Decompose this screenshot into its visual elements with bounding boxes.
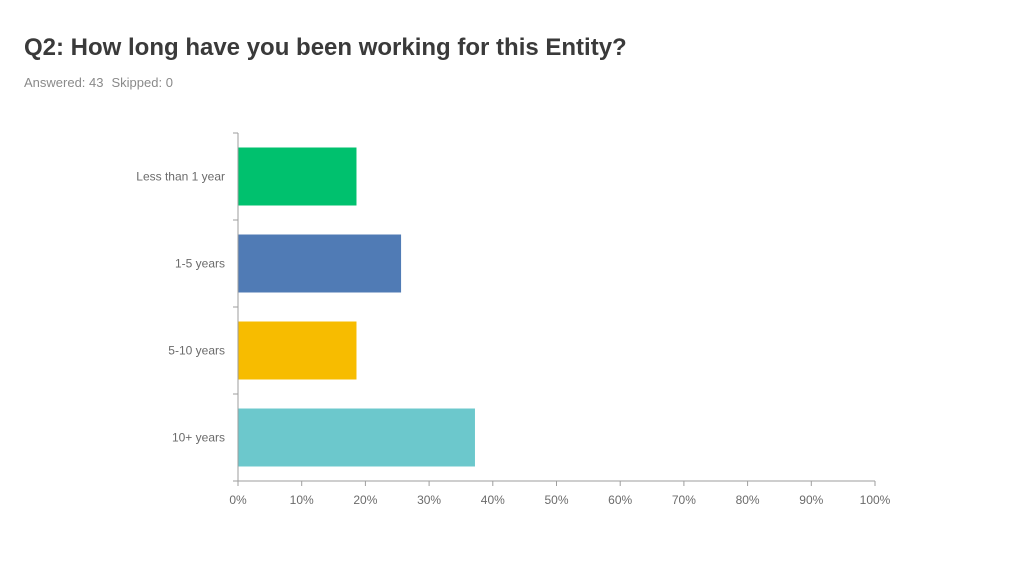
x-tick-label: 60% [608,493,632,507]
bar-2 [238,234,402,293]
answered-count: Answered: 43 [24,75,104,90]
category-label: 1-5 years [175,257,225,271]
x-tick-label: 30% [417,493,441,507]
x-tick-label: 20% [353,493,377,507]
category-label: Less than 1 year [136,170,225,184]
bar-4 [238,408,475,467]
x-tick-label: 0% [229,493,247,507]
category-label: 10+ years [172,431,225,445]
x-tick-label: 90% [799,493,823,507]
bar-3 [238,321,357,380]
x-tick-label: 80% [736,493,760,507]
x-tick-label: 70% [672,493,696,507]
skipped-count: Skipped: 0 [111,75,173,90]
x-tick-label: 10% [290,493,314,507]
x-tick-label: 100% [860,493,891,507]
response-summary: Answered: 43 Skipped: 0 [24,75,173,90]
x-tick-label: 50% [544,493,568,507]
question-title: Q2: How long have you been working for t… [24,34,627,61]
category-label: 5-10 years [168,344,225,358]
x-tick-label: 40% [481,493,505,507]
bar-1 [238,147,357,206]
